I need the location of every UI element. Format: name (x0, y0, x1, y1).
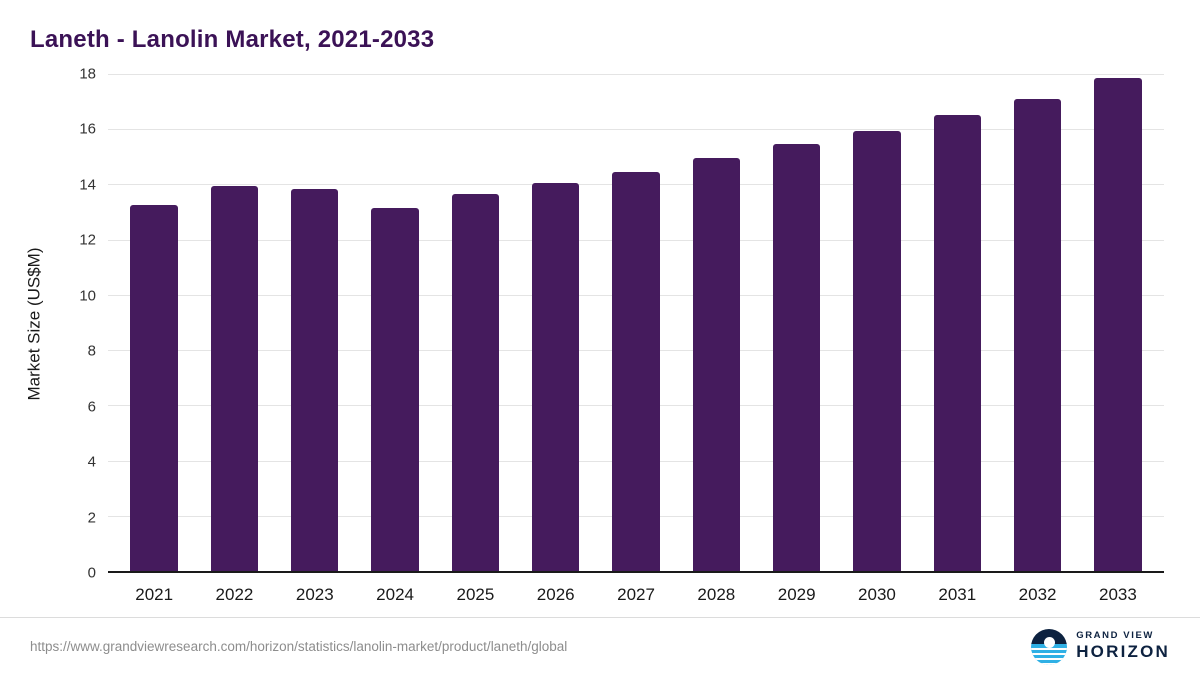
bar-2027[interactable] (612, 172, 660, 571)
bar-chart: Market Size (US$M) 0 2 4 6 8 10 12 14 16 18 2021 2… (0, 60, 1200, 617)
gridline (108, 74, 1164, 75)
x-axis-tick-label: 2033 (1098, 585, 1137, 604)
chart-header: Laneth - Lanolin Market, 2021-2033 (0, 0, 1200, 60)
bar-slot (435, 74, 515, 571)
y-axis-title: Market Size (US$M) (18, 74, 52, 573)
bar-slot (596, 74, 676, 571)
x-axis-tick-label: 2023 (295, 585, 334, 604)
bar-slot (757, 74, 837, 571)
bar-2026[interactable] (532, 183, 580, 571)
x-axis-tick-label: 2030 (858, 585, 896, 604)
plot-area (108, 74, 1164, 573)
grand-view-horizon-logo: GRAND VIEW HORIZON (1031, 628, 1170, 665)
x-axis-tick-label: 2022 (215, 585, 254, 604)
bar-slot (516, 74, 596, 571)
bar-slot (355, 74, 435, 571)
bar-2025[interactable] (451, 194, 500, 571)
bar-slot (676, 74, 756, 571)
y-axis-tick-label: 6 (87, 398, 96, 416)
logo-text: GRAND VIEW HORIZON (1076, 630, 1170, 662)
bar-2032[interactable] (1013, 98, 1062, 571)
horizon-logo-icon (1031, 628, 1068, 665)
y-axis-tick-label: 4 (87, 453, 96, 471)
bar-slot (275, 74, 355, 571)
x-axis-tick-label: 2024 (376, 585, 414, 604)
x-axis-tick-label: 2027 (617, 585, 655, 604)
bar-slot (837, 74, 917, 571)
bar-slot (194, 74, 274, 571)
y-axis-tick-label: 10 (79, 287, 96, 305)
bar-slot (1078, 74, 1158, 571)
x-axis-tick-label: 2031 (938, 585, 977, 604)
logo-text-bottom: HORIZON (1076, 642, 1170, 662)
x-axis-tick-label: 2025 (456, 585, 495, 604)
bar-2031[interactable] (933, 115, 981, 571)
footer: https://www.grandviewresearch.com/horizo… (0, 617, 1200, 675)
bar-slot (997, 74, 1077, 571)
x-axis-tick-label: 2026 (536, 585, 575, 604)
y-axis-tick-label: 8 (87, 342, 96, 360)
y-axis-tick-label: 16 (79, 120, 96, 138)
bar-2023[interactable] (291, 188, 339, 571)
y-axis-tick-label: 14 (79, 176, 96, 194)
x-axis-tick-label: 2028 (697, 585, 736, 604)
x-axis-tick-label: 2021 (135, 585, 174, 604)
chart-title: Laneth - Lanolin Market, 2021-2033 (30, 26, 435, 53)
bar-2024[interactable] (371, 207, 419, 571)
gridline (108, 129, 1164, 131)
y-axis-tick-label: 18 (79, 65, 96, 83)
y-axis-tick-labels: 0 2 4 6 8 10 12 14 16 18 (52, 66, 108, 582)
logo-text-top: GRAND VIEW (1076, 630, 1154, 642)
x-axis-tick-label: 2032 (1018, 585, 1057, 604)
bar-2029[interactable] (772, 144, 821, 571)
bar-2033[interactable] (1094, 78, 1142, 571)
source-url[interactable]: https://www.grandviewresearch.com/horizo… (30, 639, 568, 654)
bar-2028[interactable] (692, 158, 741, 571)
bar-series (108, 74, 1164, 571)
y-axis-tick-label: 2 (87, 509, 96, 527)
bar-slot (114, 74, 194, 571)
x-axis-tick-label: 2029 (777, 585, 816, 604)
bar-2021[interactable] (130, 205, 178, 571)
bar-2022[interactable] (210, 185, 259, 571)
y-axis-title-text: Market Size (US$M) (25, 246, 44, 401)
y-axis-tick-label: 0 (87, 564, 96, 582)
y-axis-tick-label: 12 (79, 231, 96, 249)
x-axis-tick-labels: 2021 2022 2023 2024 2025 2026 2027 2028 2029 2030… (108, 573, 1164, 617)
bar-2030[interactable] (853, 130, 901, 571)
bar-slot (917, 74, 997, 571)
